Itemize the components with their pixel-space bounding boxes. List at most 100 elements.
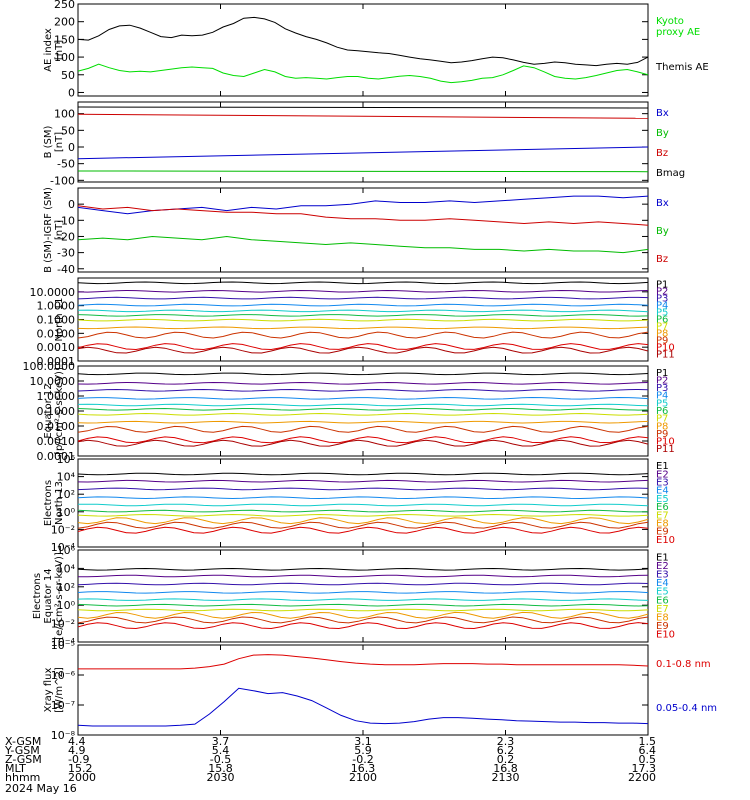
ephemeris-value: 16.8 [493,762,518,775]
series-line-e2 [78,574,648,578]
ephemeris-row-label: Z-GSM [5,753,42,766]
series-line-p2 [78,381,648,385]
y-tick-label: 0 [68,198,75,211]
y-tick-label: 10⁴ [57,471,76,484]
y-tick-label: -40 [57,263,75,276]
series-line-e8 [78,611,648,619]
ephemeris-value: 3.1 [354,735,372,748]
series-line-p11 [78,439,648,447]
y-tick-label: 50 [61,124,75,137]
y-tick-label: -30 [57,247,75,260]
legend-p4: P4 [656,391,668,402]
y-tick-label: 1.0000 [37,390,76,403]
y-axis-label: B (SM)-IGRF (SM) [43,187,54,273]
ephemeris-row-label: Y-GSM [4,744,40,757]
ephemeris-value: 0.2 [497,753,515,766]
series-line-p4 [78,303,648,307]
legend-bx: Bx [656,198,669,209]
y-tick-label: 100.0000 [23,360,76,373]
legend-e9: E9 [656,621,669,632]
y-tick-label: 100 [54,108,75,121]
series-line-e6 [78,509,648,513]
series-line-e5 [78,598,648,601]
ephemeris-value: 3.7 [212,735,230,748]
legend-e3: E3 [656,570,669,581]
legend-e1: E1 [656,552,669,563]
series-line-e9 [78,616,648,624]
series-line-bz [78,113,648,119]
series-line-e7 [78,513,648,517]
y-tick-label: 10⁶ [57,544,76,557]
legend-e7: E7 [656,510,669,521]
legend-p6: P6 [656,406,668,417]
series-line-p7 [78,412,648,416]
y-tick-label: 0 [68,141,75,154]
legend-0-1-0-8-nm: 0.1-0.8 nm [656,659,711,670]
panel-frame [77,3,649,97]
legend-p3: P3 [656,294,668,305]
y-tick-label: 10⁻⁷ [51,699,75,712]
y-axis-label: Electrons [43,480,54,526]
legend-themis-ae: Themis AE [655,62,709,73]
ephemeris-value: -0.2 [352,753,373,766]
y-tick-label: 0 [68,86,75,99]
y-tick-label: 0.1000 [37,405,76,418]
y-axis-label: Equator 14 [43,568,54,623]
legend-p5: P5 [656,308,668,319]
legend-e6: E6 [656,595,669,606]
y-axis-label: North 13 [54,481,65,525]
ephemeris-value: 1.5 [639,735,657,748]
legend-p5: P5 [656,398,668,409]
legend-p8: P8 [656,329,668,340]
ephemeris-value: 0.5 [639,753,657,766]
series-line-p6 [78,407,648,411]
legend-0-05-0-4-nm: 0.05-0.4 nm [656,703,717,714]
y-tick-label: 100 [54,51,75,64]
y-axis-label: [W/m^2] [54,667,65,713]
series-line-p8 [78,420,648,424]
panel-4: 0.00010.00100.01000.10001.000010.0000Nor… [30,277,675,368]
y-tick-label: 10⁻⁴ [51,541,76,554]
ephemeris-row-label: X-GSM [5,735,41,748]
legend-p9: P9 [656,336,668,347]
y-tick-label: -10 [57,214,75,227]
series-line-p3 [78,296,648,300]
y-tick-label: 0.1000 [37,314,76,327]
ephemeris-value: 2130 [492,771,520,784]
ephemeris-value: 5.9 [354,744,372,757]
panel-5: 0.0001 0.0010 0.0100 0.1000 1.0000 10.0000 100… [23,360,675,463]
y-tick-label: 10.0000 [30,375,76,388]
legend-p6: P6 [656,315,668,326]
y-tick-label: 10² [57,488,75,501]
series-line-p10 [78,436,648,444]
series-line-e1 [78,567,648,571]
series-line-p10 [78,343,648,351]
legend-p9: P9 [656,429,668,440]
series-line-p5 [78,403,648,407]
series-line-p1 [78,372,648,376]
y-tick-label: 10⁴ [57,562,76,575]
y-axis-label: North 11 [54,298,65,342]
series-line-themis-ae [78,16,648,67]
series-line-by [78,235,648,254]
legend-e10: E10 [656,630,675,641]
series-line-bz [78,205,648,226]
ephemeris-value: 4.9 [68,744,86,757]
y-tick-label: 0.0001 [37,450,76,463]
panel-frame [77,549,649,643]
y-tick-label: 0.0100 [37,327,76,340]
legend-p10: P10 [656,343,675,354]
series-line-e1 [78,472,648,476]
series-line-by [78,170,648,173]
series-line-0-1-0-8-nm [78,654,648,670]
legend-p1: P1 [656,368,668,379]
series-line-0-05-0-4-nm [78,687,648,727]
y-tick-label: 0.0001 [37,355,76,368]
legend-bz: Bz [656,148,668,159]
legend-bmag: Bmag [656,168,685,179]
series-line-p5 [78,309,648,313]
legend-e9: E9 [656,527,669,538]
